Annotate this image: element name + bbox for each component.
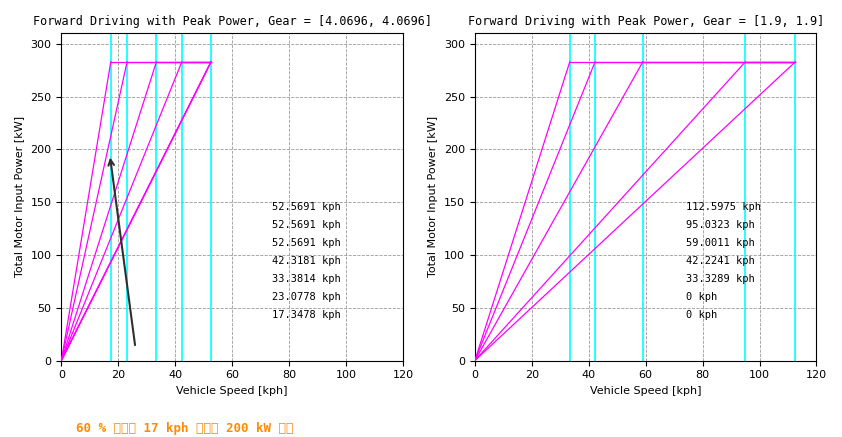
- Text: 95.0323 kph: 95.0323 kph: [685, 220, 754, 230]
- Text: 59.0011 kph: 59.0011 kph: [685, 238, 754, 248]
- Title: Forward Driving with Peak Power, Gear = [4.0696, 4.0696]: Forward Driving with Peak Power, Gear = …: [33, 15, 432, 28]
- Text: 0 kph: 0 kph: [685, 292, 717, 302]
- Text: 60 % 경사도 17 kph 주행시 200 kW 소요: 60 % 경사도 17 kph 주행시 200 kW 소요: [77, 422, 294, 435]
- Text: 112.5975 kph: 112.5975 kph: [685, 202, 760, 212]
- Text: 33.3289 kph: 33.3289 kph: [685, 274, 754, 284]
- Text: 42.3181 kph: 42.3181 kph: [272, 256, 341, 266]
- Text: 52.5691 kph: 52.5691 kph: [272, 202, 341, 212]
- Text: 23.0778 kph: 23.0778 kph: [272, 292, 341, 302]
- Text: 42.2241 kph: 42.2241 kph: [685, 256, 754, 266]
- X-axis label: Vehicle Speed [kph]: Vehicle Speed [kph]: [177, 386, 288, 396]
- Text: 52.5691 kph: 52.5691 kph: [272, 220, 341, 230]
- Text: 52.5691 kph: 52.5691 kph: [272, 238, 341, 248]
- Title: Forward Driving with Peak Power, Gear = [1.9, 1.9]: Forward Driving with Peak Power, Gear = …: [467, 15, 823, 28]
- X-axis label: Vehicle Speed [kph]: Vehicle Speed [kph]: [590, 386, 701, 396]
- Text: 0 kph: 0 kph: [685, 310, 717, 320]
- Text: 33.3814 kph: 33.3814 kph: [272, 274, 341, 284]
- Text: 17.3478 kph: 17.3478 kph: [272, 310, 341, 320]
- Y-axis label: Total Motor Input Power [kW]: Total Motor Input Power [kW]: [15, 116, 25, 277]
- Y-axis label: Total Motor Input Power [kW]: Total Motor Input Power [kW]: [429, 116, 439, 277]
